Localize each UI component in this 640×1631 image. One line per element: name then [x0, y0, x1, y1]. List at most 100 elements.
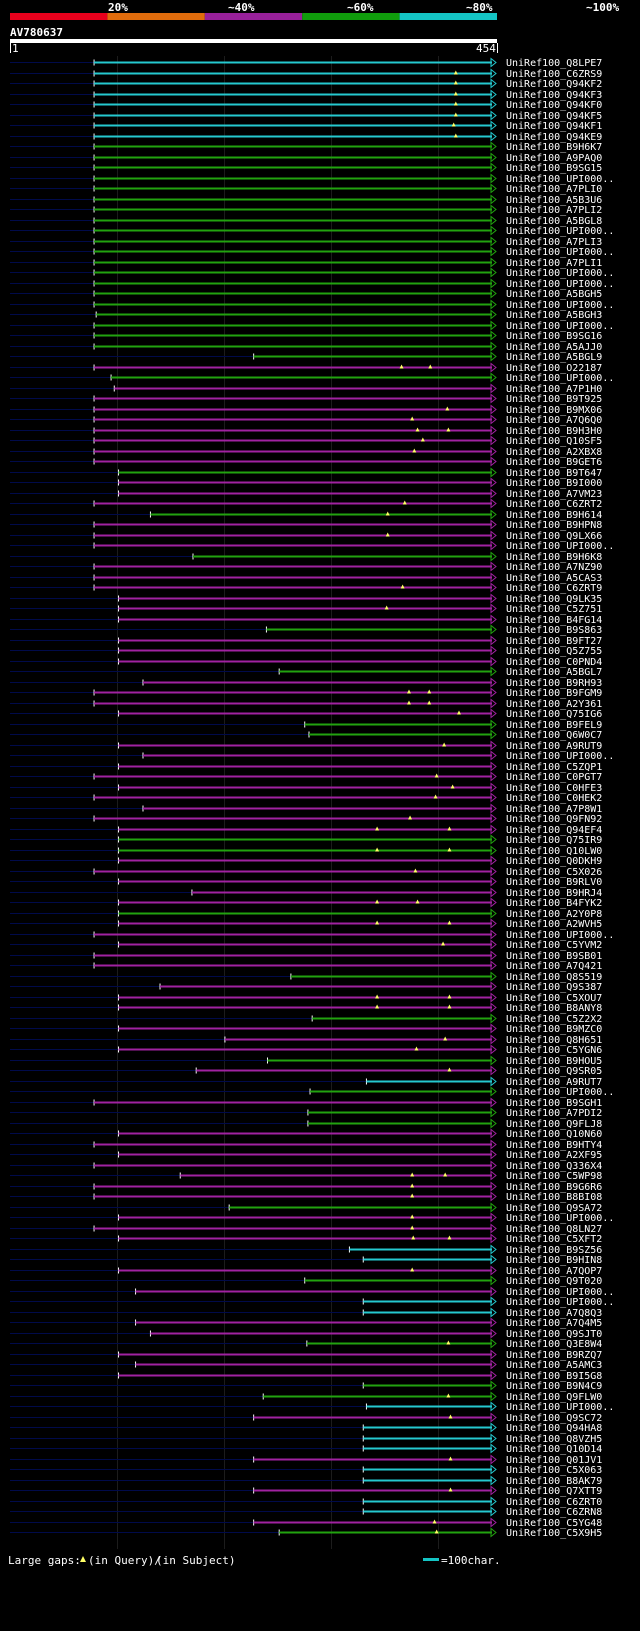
hit-row[interactable]: UniRef100_Q8LN27 [10, 1223, 602, 1235]
hit-label[interactable]: UniRef100_C5YG48 [506, 1518, 602, 1529]
hit-label[interactable]: UniRef100_C5WP98 [506, 1171, 602, 1182]
hit-label[interactable]: UniRef100_C5XOU7 [506, 993, 602, 1004]
hit-label[interactable]: UniRef100_C6ZRN8 [506, 1507, 602, 1518]
hit-row[interactable]: UniRef100_Q75IG6 [10, 708, 602, 720]
hit-label[interactable]: UniRef100_B9I5G8 [506, 1371, 602, 1382]
hit-row[interactable]: UniRef100_Q9LX66 [10, 530, 602, 542]
hit-label[interactable]: UniRef100_B9SG15 [506, 163, 602, 174]
hit-label[interactable]: UniRef100_UPI000.. [506, 321, 614, 332]
hit-label[interactable]: UniRef100_Q7XTT9 [506, 1486, 602, 1497]
hit-row[interactable]: UniRef100_UPI000.. [10, 225, 614, 237]
hit-row[interactable]: UniRef100_C0PGT7 [10, 771, 602, 783]
hit-label[interactable]: UniRef100_UPI000.. [506, 174, 614, 185]
hit-row[interactable]: UniRef100_B9FEL9 [10, 719, 602, 731]
hit-label[interactable]: UniRef100_Q94KF1 [506, 121, 602, 132]
hit-row[interactable]: UniRef100_Q01JV1 [10, 1454, 602, 1466]
hit-row[interactable]: UniRef100_A7PLI0 [10, 183, 602, 195]
hit-label[interactable]: UniRef100_Q10D14 [506, 1444, 602, 1455]
hit-label[interactable]: UniRef100_B9HTY4 [506, 1140, 602, 1151]
hit-row[interactable]: UniRef100_B9RLV0 [10, 876, 602, 888]
hit-label[interactable]: UniRef100_B9T925 [506, 394, 602, 405]
hit-label[interactable]: UniRef100_Q3E8W4 [506, 1339, 602, 1350]
hit-row[interactable]: UniRef100_A7Q6Q0 [10, 414, 602, 426]
hit-label[interactable]: UniRef100_B8ANY8 [506, 1003, 602, 1014]
hit-label[interactable]: UniRef100_B9RH93 [506, 678, 602, 689]
hit-row[interactable]: UniRef100_C5XFT2 [10, 1233, 602, 1245]
hit-row[interactable]: UniRef100_Q8H651 [10, 1034, 602, 1046]
hit-label[interactable]: UniRef100_A5AJJ0 [506, 342, 602, 353]
hit-row[interactable]: UniRef100_A9PAQ0 [10, 152, 602, 164]
hit-row[interactable]: UniRef100_B8ANY8 [10, 1002, 602, 1014]
hit-row[interactable]: UniRef100_A7PLI2 [10, 204, 602, 216]
hit-row[interactable]: UniRef100_A7P8W1 [10, 803, 602, 815]
hit-row[interactable]: UniRef100_A7Q421 [10, 960, 602, 972]
hit-label[interactable]: UniRef100_B9RZQ7 [506, 1350, 602, 1361]
hit-row[interactable]: UniRef100_B9H3H0 [10, 425, 602, 437]
hit-label[interactable]: UniRef100_B8BI08 [506, 1192, 602, 1203]
hit-label[interactable]: UniRef100_Q10LW0 [506, 846, 602, 857]
hit-label[interactable]: UniRef100_A7Q421 [506, 961, 602, 972]
hit-label[interactable]: UniRef100_B9H614 [506, 510, 602, 521]
hit-row[interactable]: UniRef100_Q9SA72 [10, 1202, 602, 1214]
hit-label[interactable]: UniRef100_A7Q6Q0 [506, 415, 602, 426]
hit-row[interactable]: UniRef100_A7Q8Q3 [10, 1307, 602, 1319]
hit-label[interactable]: UniRef100_Q94KF5 [506, 111, 602, 122]
hit-label[interactable]: UniRef100_B9HPN8 [506, 520, 602, 531]
hit-label[interactable]: UniRef100_B9FT27 [506, 636, 602, 647]
hit-label[interactable]: UniRef100_B9H6K7 [506, 142, 602, 153]
hit-label[interactable]: UniRef100_C6ZRT9 [506, 583, 602, 594]
hit-label[interactable]: UniRef100_B9H6K8 [506, 552, 602, 563]
hit-label[interactable]: UniRef100_A7P1H0 [506, 384, 602, 395]
hit-label[interactable]: UniRef100_B9SZ56 [506, 1245, 602, 1256]
hit-row[interactable]: UniRef100_Q9LK35 [10, 593, 602, 605]
hit-row[interactable]: UniRef100_A2XBX8 [10, 446, 602, 458]
hit-row[interactable]: UniRef100_B9I000 [10, 477, 602, 489]
hit-label[interactable]: UniRef100_Q94KE9 [506, 132, 602, 143]
hit-label[interactable]: UniRef100_B8AK79 [506, 1476, 602, 1487]
hit-row[interactable]: UniRef100_B9H614 [10, 509, 602, 521]
hit-label[interactable]: UniRef100_A7Q4M5 [506, 1318, 602, 1329]
hit-label[interactable]: UniRef100_UPI000.. [506, 247, 614, 258]
hit-row[interactable]: UniRef100_C0HFE3 [10, 782, 602, 794]
hit-label[interactable]: UniRef100_C0PND4 [506, 657, 602, 668]
hit-label[interactable]: UniRef100_Q9SC72 [506, 1413, 602, 1424]
hit-row[interactable]: UniRef100_Q94KF3 [10, 89, 602, 101]
hit-label[interactable]: UniRef100_Q9SR05 [506, 1066, 602, 1077]
hit-row[interactable]: UniRef100_B9H6K7 [10, 141, 602, 153]
hit-label[interactable]: UniRef100_B9H3H0 [506, 426, 602, 437]
hit-row[interactable]: UniRef100_Q94HA8 [10, 1422, 602, 1434]
hit-label[interactable]: UniRef100_B9MX06 [506, 405, 602, 416]
hit-row[interactable]: UniRef100_UPI000.. [10, 750, 614, 762]
hit-row[interactable]: UniRef100_C6ZRT0 [10, 1496, 602, 1508]
hit-label[interactable]: UniRef100_Q8LN27 [506, 1224, 602, 1235]
hit-row[interactable]: UniRef100_C5YGN6 [10, 1044, 602, 1056]
hit-row[interactable]: UniRef100_B8AK79 [10, 1475, 602, 1487]
hit-row[interactable]: UniRef100_Q10D14 [10, 1443, 602, 1455]
hit-row[interactable]: UniRef100_Q9T020 [10, 1275, 602, 1287]
hit-label[interactable]: UniRef100_UPI000.. [506, 1087, 614, 1098]
hit-label[interactable]: UniRef100_C5X9H5 [506, 1528, 602, 1539]
hit-label[interactable]: UniRef100_Q9SJT0 [506, 1329, 602, 1340]
hit-label[interactable]: UniRef100_Q9FLW0 [506, 1392, 602, 1403]
hit-row[interactable]: UniRef100_O22187 [10, 362, 602, 374]
hit-label[interactable]: UniRef100_A5BGL9 [506, 352, 602, 363]
hit-row[interactable]: UniRef100_UPI000.. [10, 540, 614, 552]
hit-row[interactable]: UniRef100_C5X9H5 [10, 1527, 602, 1539]
hit-row[interactable]: UniRef100_Q8S519 [10, 971, 602, 983]
hit-label[interactable]: UniRef100_UPI000.. [506, 226, 614, 237]
hit-row[interactable]: UniRef100_B9SG15 [10, 162, 602, 174]
hit-row[interactable]: UniRef100_Q94KF5 [10, 110, 602, 122]
hit-row[interactable]: UniRef100_A5AMC3 [10, 1359, 602, 1371]
hit-row[interactable]: UniRef100_UPI000.. [10, 372, 614, 384]
hit-label[interactable]: UniRef100_UPI000.. [506, 373, 614, 384]
hit-label[interactable]: UniRef100_Q94KF2 [506, 79, 602, 90]
hit-row[interactable]: UniRef100_B9FT27 [10, 635, 602, 647]
hit-row[interactable]: UniRef100_B9HPN8 [10, 519, 602, 531]
hit-row[interactable]: UniRef100_B8BI08 [10, 1191, 602, 1203]
hit-row[interactable]: UniRef100_UPI000.. [10, 1286, 614, 1298]
hit-row[interactable]: UniRef100_A7PDI2 [10, 1107, 602, 1119]
hit-label[interactable]: UniRef100_Q336X4 [506, 1161, 602, 1172]
hit-label[interactable]: UniRef100_B9G6R6 [506, 1182, 602, 1193]
hit-row[interactable]: UniRef100_A5B3U6 [10, 194, 602, 206]
hit-label[interactable]: UniRef100_Q01JV1 [506, 1455, 602, 1466]
